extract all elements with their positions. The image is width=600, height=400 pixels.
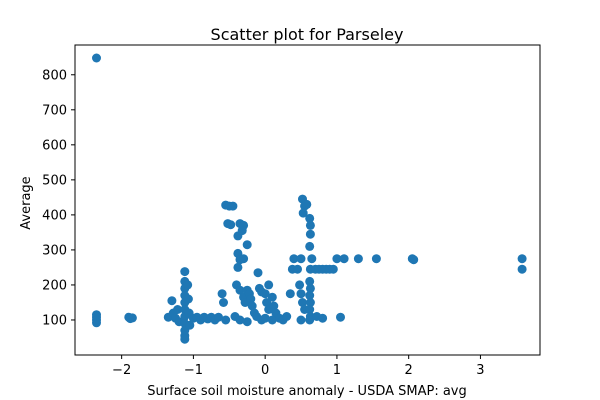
y-axis-title: Average <box>19 176 34 229</box>
data-point <box>228 201 238 211</box>
data-point <box>305 276 315 286</box>
data-point <box>295 280 305 290</box>
y-axis-ticks: 100 200 300 400 500 600 700 800 <box>42 68 75 328</box>
data-point <box>219 298 228 307</box>
data-point <box>253 268 263 278</box>
data-point <box>305 315 315 325</box>
data-point <box>293 264 302 274</box>
data-point <box>296 315 306 325</box>
data-points <box>92 53 527 344</box>
data-point <box>269 301 279 311</box>
y-tick-label: 400 <box>42 208 67 223</box>
data-point <box>517 254 527 264</box>
data-point <box>517 264 527 274</box>
data-point <box>180 334 190 344</box>
y-tick-label: 300 <box>42 243 67 258</box>
y-tick-label: 500 <box>42 173 67 188</box>
data-point <box>339 254 349 264</box>
data-point <box>185 320 195 330</box>
data-point <box>318 313 328 323</box>
data-point <box>409 255 419 265</box>
data-point <box>305 283 315 293</box>
data-point <box>282 312 292 321</box>
data-point <box>127 313 137 323</box>
data-point <box>183 280 193 290</box>
y-tick-label: 200 <box>42 278 67 293</box>
data-point <box>173 305 183 314</box>
data-point <box>235 285 245 295</box>
data-point <box>332 254 342 264</box>
data-point <box>302 199 312 209</box>
x-axis-ticks: −2 −1 0 1 2 3 <box>112 355 485 378</box>
data-point <box>235 315 245 325</box>
data-point <box>233 262 243 272</box>
data-point <box>221 315 231 325</box>
x-tick-label: 3 <box>476 363 484 378</box>
data-point <box>239 254 249 264</box>
data-point <box>307 254 317 264</box>
data-point <box>305 213 315 223</box>
y-tick-label: 700 <box>42 103 67 118</box>
data-point <box>298 208 308 218</box>
data-point <box>305 229 315 239</box>
data-point <box>353 254 363 264</box>
data-point <box>296 254 306 264</box>
data-point <box>305 305 315 314</box>
x-axis-title: Surface soil moisture anomaly - USDA SMA… <box>147 384 467 399</box>
data-point <box>214 312 223 322</box>
data-point <box>217 289 227 299</box>
data-point <box>267 292 277 302</box>
data-point <box>262 298 272 307</box>
y-tick-label: 100 <box>42 313 67 328</box>
data-point <box>296 289 306 299</box>
plot-area-frame <box>74 44 541 356</box>
data-point <box>267 315 277 325</box>
data-point <box>183 294 193 304</box>
data-point <box>260 289 270 299</box>
data-point <box>328 264 338 274</box>
data-point <box>305 220 315 230</box>
data-point <box>305 291 315 300</box>
x-tick-label: 0 <box>261 363 269 378</box>
data-point <box>92 53 101 63</box>
data-point <box>336 312 345 322</box>
data-point <box>260 313 270 323</box>
data-point <box>92 318 101 328</box>
data-point <box>247 301 257 311</box>
data-point <box>226 220 236 230</box>
x-tick-label: 1 <box>333 363 341 378</box>
x-tick-label: 2 <box>405 363 413 378</box>
data-point <box>242 317 252 327</box>
data-point <box>371 254 381 264</box>
data-point <box>298 298 307 307</box>
data-point <box>264 280 274 290</box>
x-tick-label: −2 <box>112 363 131 378</box>
data-point <box>305 298 315 307</box>
y-tick-label: 800 <box>42 68 67 83</box>
x-tick-label: −1 <box>184 363 203 378</box>
data-point <box>242 240 252 250</box>
chart-title: Scatter plot for Parseley <box>211 25 404 44</box>
data-point <box>180 267 190 277</box>
data-point <box>167 296 177 306</box>
data-point <box>246 294 256 304</box>
y-tick-label: 600 <box>42 138 67 153</box>
data-point <box>237 226 247 236</box>
data-point <box>305 241 315 251</box>
data-point <box>285 289 295 299</box>
data-point <box>289 254 299 264</box>
